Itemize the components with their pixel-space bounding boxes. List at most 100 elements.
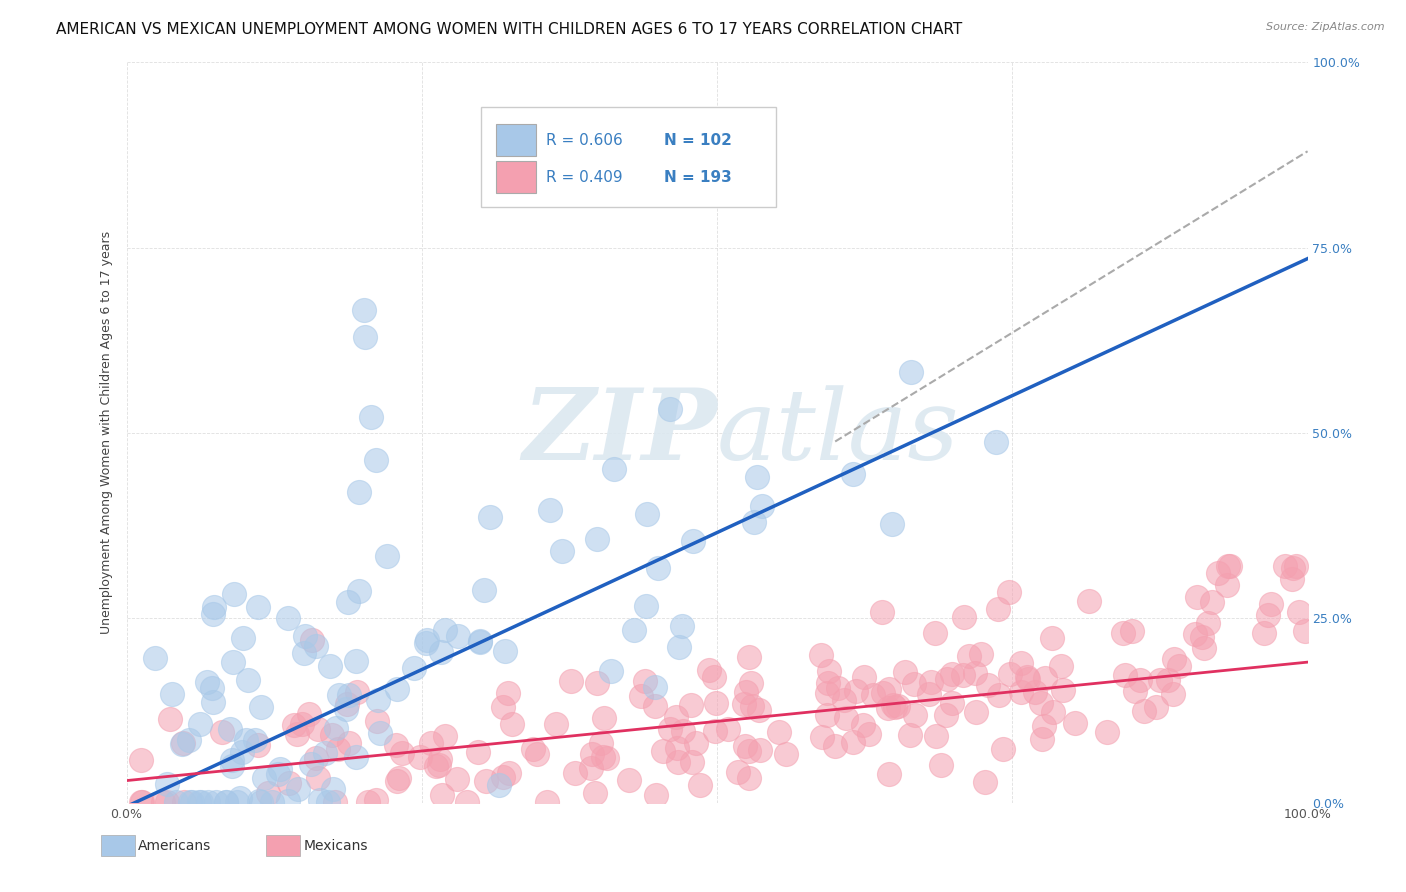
Point (824, 739, 846, 754)
Point (347, 584, 370, 599)
Point (299, 756, 322, 771)
Point (260, 795, 283, 809)
Point (941, 696, 963, 710)
Point (1191, 630, 1213, 644)
Point (222, 656, 245, 670)
Point (1010, 656, 1032, 670)
Point (877, 766, 900, 780)
Point (583, 786, 606, 800)
Point (231, 745, 253, 759)
Point (1078, 594, 1101, 608)
Point (877, 682, 900, 697)
Point (697, 663, 720, 677)
Point (585, 532, 607, 546)
Point (703, 670, 725, 684)
Point (129, 795, 152, 809)
Point (472, 582, 495, 597)
Point (1049, 659, 1071, 673)
Point (658, 402, 681, 417)
Point (884, 700, 907, 714)
Point (853, 670, 876, 684)
Point (599, 664, 621, 678)
Point (323, 795, 346, 809)
Point (935, 707, 957, 722)
Point (717, 722, 740, 736)
Point (887, 698, 910, 713)
Point (589, 737, 612, 751)
Point (357, 795, 380, 809)
Point (287, 782, 309, 797)
Point (634, 674, 657, 689)
Point (446, 772, 468, 786)
Point (492, 700, 515, 714)
Point (335, 702, 357, 716)
Point (957, 648, 980, 663)
Point (818, 664, 841, 678)
Point (1281, 572, 1303, 586)
Point (339, 736, 361, 750)
Point (152, 795, 174, 809)
Point (247, 794, 270, 808)
Text: Americans: Americans (138, 838, 211, 853)
Point (190, 795, 212, 809)
Point (160, 687, 183, 701)
Point (224, 587, 246, 601)
Point (834, 711, 856, 725)
Point (404, 661, 426, 675)
Point (551, 544, 574, 558)
Point (277, 794, 299, 808)
Point (900, 365, 922, 379)
Point (170, 737, 193, 751)
Point (360, 410, 382, 425)
Point (346, 684, 368, 698)
Point (1167, 658, 1189, 673)
Point (367, 693, 389, 707)
Point (998, 667, 1021, 681)
Point (159, 713, 181, 727)
Point (1197, 615, 1219, 630)
Point (277, 611, 299, 625)
Point (810, 648, 832, 662)
Point (321, 728, 343, 742)
Point (215, 795, 238, 809)
Point (384, 739, 406, 753)
Point (1163, 652, 1185, 666)
Point (834, 692, 856, 706)
Point (810, 730, 832, 744)
Point (991, 742, 1014, 756)
Point (970, 647, 993, 661)
Point (131, 795, 153, 809)
Point (179, 795, 201, 809)
Point (560, 674, 582, 689)
Point (226, 795, 249, 809)
Point (586, 676, 609, 690)
Point (456, 795, 478, 809)
Point (941, 667, 963, 681)
Point (347, 485, 370, 500)
Point (468, 634, 491, 648)
Point (267, 767, 290, 781)
Point (1157, 673, 1180, 688)
Point (1040, 631, 1063, 645)
Point (1052, 682, 1074, 697)
Point (202, 599, 225, 614)
Point (1257, 608, 1279, 623)
Point (738, 772, 761, 786)
Point (841, 735, 863, 749)
Text: R = 0.606: R = 0.606 (546, 133, 623, 148)
Point (221, 759, 243, 773)
Point (1112, 626, 1135, 640)
Point (385, 682, 408, 697)
Point (1294, 624, 1316, 638)
Point (326, 742, 349, 756)
Point (232, 631, 254, 645)
Point (748, 703, 770, 717)
Point (173, 795, 195, 809)
Point (747, 469, 769, 483)
Point (592, 711, 614, 725)
Point (344, 750, 367, 764)
Point (862, 688, 884, 702)
Point (385, 773, 408, 788)
Point (319, 659, 342, 673)
Point (344, 655, 367, 669)
